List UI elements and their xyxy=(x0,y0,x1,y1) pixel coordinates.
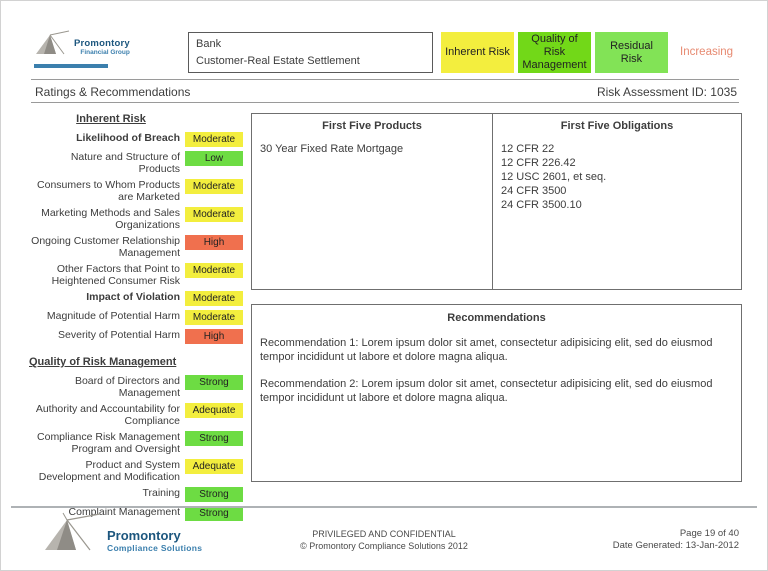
page-title: Ratings & Recommendations xyxy=(35,85,191,99)
rating-label: Magnitude of Potential Harm xyxy=(46,310,180,322)
assessment-topic-label: Customer-Real Estate Settlement xyxy=(196,55,360,68)
rating-value-badge: Strong xyxy=(185,506,243,521)
rating-row: Compliance Risk Management Program and O… xyxy=(29,431,243,455)
rating-row: Severity of Potential Harm High xyxy=(29,329,243,344)
rating-label: Compliance Risk Management Program and O… xyxy=(37,431,180,455)
rating-row: Likelihood of Breach Moderate xyxy=(29,132,243,147)
rating-value-badge: Moderate xyxy=(185,291,243,306)
rating-value-badge: Moderate xyxy=(185,263,243,278)
first-five-obligations-panel: First Five Obligations 12 CFR 22 12 CFR … xyxy=(492,114,741,289)
rating-row: Consumers to Whom Products are Marketed … xyxy=(29,179,243,203)
copyright-line: © Promontory Compliance Solutions 2012 xyxy=(300,541,468,551)
rating-row: Other Factors that Point to Heightened C… xyxy=(29,263,243,287)
rating-label: Other Factors that Point to Heightened C… xyxy=(51,263,180,287)
quality-heading: Quality of Risk Management xyxy=(29,356,177,368)
header-divider xyxy=(31,79,739,80)
rating-value-badge: Adequate xyxy=(185,459,243,474)
products-list: 30 Year Fixed Rate Mortgage xyxy=(260,142,484,156)
rating-row: Marketing Methods and Sales Organization… xyxy=(29,207,243,231)
footer-cliff-icon xyxy=(43,512,101,557)
recommendations-list: Recommendation 1: Lorem ipsum dolor sit … xyxy=(260,336,733,405)
rating-value-badge: Moderate xyxy=(185,207,243,222)
risk-assessment-id: Risk Assessment ID: 1035 xyxy=(596,85,737,99)
ratings-column: Inherent Risk Likelihood of Breach Moder… xyxy=(29,113,243,525)
rating-value-badge: Low xyxy=(185,151,243,166)
page-number: Page 19 of 40 xyxy=(679,528,739,539)
rating-label: Nature and Structure of Products xyxy=(70,151,180,175)
page-meta: Page 19 of 40 Date Generated: 13-Jan-201… xyxy=(613,528,739,552)
privileged-line: PRIVILEGED AND CONFIDENTIAL xyxy=(312,529,456,539)
footer-logo-name: Promontory xyxy=(107,528,181,543)
promontory-logo: Promontory Financial Group xyxy=(34,30,194,68)
rating-row: Product and System Development and Modif… xyxy=(29,459,243,483)
list-item: 12 CFR 226.42 xyxy=(501,157,576,169)
bank-label: Bank xyxy=(196,37,222,50)
rating-row: Impact of Violation Moderate xyxy=(29,291,243,306)
assessment-subject-box: Bank Customer-Real Estate Settlement xyxy=(188,32,433,73)
logo-subtitle: Financial Group xyxy=(80,49,130,56)
rating-value-badge: Strong xyxy=(185,487,243,502)
list-item: 24 CFR 3500 xyxy=(501,185,567,197)
recommendation-text: Recommendation 1: Lorem ipsum dolor sit … xyxy=(260,337,713,363)
first-five-products-panel: First Five Products 30 Year Fixed Rate M… xyxy=(252,114,492,289)
confidentiality-notice: PRIVILEGED AND CONFIDENTIAL © Promontory… xyxy=(1,528,767,552)
footer-divider xyxy=(11,506,757,508)
rating-label: Likelihood of Breach xyxy=(76,132,180,144)
footer-logo: Promontory Compliance Solutions xyxy=(43,512,202,557)
rating-label: Severity of Potential Harm xyxy=(58,329,180,341)
rating-row: Nature and Structure of Products Low xyxy=(29,151,243,175)
rating-label: Product and System Development and Modif… xyxy=(38,459,180,483)
rating-row: Authority and Accountability for Complia… xyxy=(29,403,243,427)
rating-label: Board of Directors and Management xyxy=(74,375,180,399)
rating-value-badge: Moderate xyxy=(185,179,243,194)
rating-value-badge: High xyxy=(185,235,243,250)
obligations-header: First Five Obligations xyxy=(560,120,674,132)
list-item: 24 CFR 3500.10 xyxy=(501,199,582,211)
recommendations-box: Recommendations Recommendation 1: Lorem … xyxy=(251,304,742,482)
title-divider xyxy=(31,102,739,103)
footer-logo-subtitle: Compliance Solutions xyxy=(107,543,203,553)
rating-label: Marketing Methods and Sales Organization… xyxy=(41,207,180,231)
recommendation-text: Recommendation 2: Lorem ipsum dolor sit … xyxy=(260,378,713,404)
rating-label: Ongoing Customer Relationship Management xyxy=(31,235,180,259)
risk-legend: Inherent Risk Quality of Risk Management… xyxy=(441,32,737,73)
rating-value-badge: High xyxy=(185,329,243,344)
quality-rows: Board of Directors and Management Strong… xyxy=(29,375,243,521)
products-header: First Five Products xyxy=(322,120,422,132)
rating-row: Magnitude of Potential Harm Moderate xyxy=(29,310,243,325)
rating-label: Impact of Violation xyxy=(86,291,180,303)
rating-value-badge: Moderate xyxy=(185,132,243,147)
rating-label: Authority and Accountability for Complia… xyxy=(35,403,180,427)
legend-badge: Quality of Risk Management xyxy=(518,32,591,73)
logo-name: Promontory xyxy=(74,38,130,49)
recommendations-header: Recommendations xyxy=(447,312,546,324)
rating-row: Board of Directors and Management Strong xyxy=(29,375,243,399)
legend-badge: Residual Risk xyxy=(595,32,668,73)
obligations-list: 12 CFR 22 12 CFR 226.42 12 USC 2601, et … xyxy=(501,142,733,212)
list-item: 12 USC 2601, et seq. xyxy=(501,171,607,183)
list-item: 12 CFR 22 xyxy=(501,143,555,155)
rating-label: Consumers to Whom Products are Marketed xyxy=(37,179,180,203)
rating-row: Ongoing Customer Relationship Management… xyxy=(29,235,243,259)
promontory-cliff-icon xyxy=(34,30,70,61)
products-obligations-box: First Five Products 30 Year Fixed Rate M… xyxy=(251,113,742,290)
list-item: 30 Year Fixed Rate Mortgage xyxy=(260,143,404,155)
rating-value-badge: Adequate xyxy=(185,403,243,418)
legend-badge: Increasing xyxy=(680,46,734,58)
date-generated: Date Generated: 13-Jan-2012 xyxy=(612,540,739,551)
rating-value-badge: Moderate xyxy=(185,310,243,325)
rating-value-badge: Strong xyxy=(185,375,243,390)
inherent-risk-rows: Likelihood of Breach Moderate Nature and… xyxy=(29,132,243,344)
rating-value-badge: Strong xyxy=(185,431,243,446)
logo-underline-bar xyxy=(34,64,108,68)
rating-row: Training Strong xyxy=(29,487,243,502)
inherent-risk-heading: Inherent Risk xyxy=(76,113,146,125)
legend-badge: Inherent Risk xyxy=(441,32,514,73)
rating-label: Training xyxy=(142,487,180,499)
